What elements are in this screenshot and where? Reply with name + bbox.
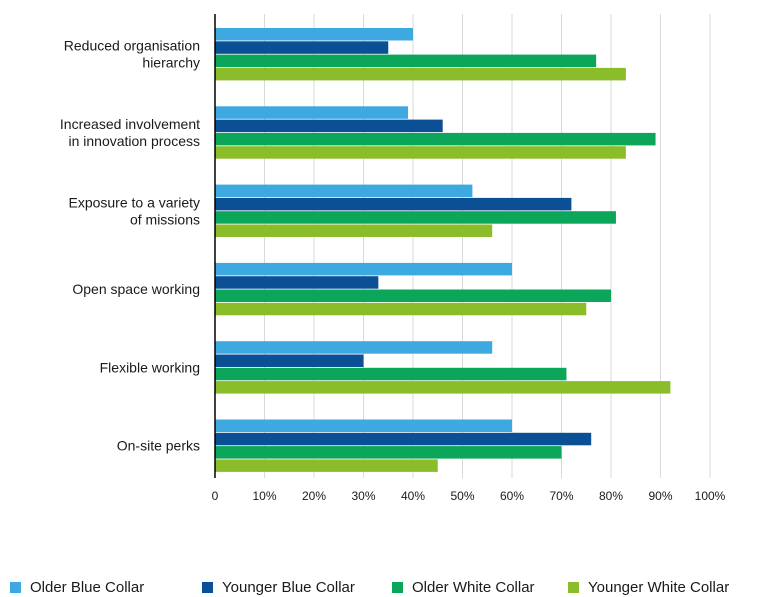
category-label: Flexible working xyxy=(100,359,200,375)
bar xyxy=(215,432,592,446)
bar xyxy=(215,341,493,354)
bar xyxy=(215,276,379,289)
category-label: Reduced organisation hierarchy xyxy=(64,38,200,71)
legend-item: Younger Blue Collar xyxy=(202,577,355,597)
bar xyxy=(215,459,438,472)
bar xyxy=(215,289,611,302)
bar xyxy=(215,184,473,198)
legend-swatch xyxy=(568,581,579,593)
bar xyxy=(215,446,562,459)
legend-label: Younger White Collar xyxy=(588,578,730,596)
legend-item: Younger White Collar xyxy=(568,577,729,597)
legend: Older Blue Collar Younger Blue Collar Olde… xyxy=(0,577,760,597)
x-tick-labels: 0 10% 20% 30% 40% 50% 60% 70% 80% 90% 100% xyxy=(212,489,726,503)
bar xyxy=(215,28,413,41)
bar xyxy=(215,302,587,316)
x-tick-label: 0 xyxy=(212,489,219,503)
bar xyxy=(215,381,671,394)
bar xyxy=(215,197,572,211)
bar xyxy=(215,354,364,367)
bar xyxy=(215,106,409,119)
bar xyxy=(215,419,512,432)
x-tick-label: 20% xyxy=(302,489,326,503)
x-tick-label: 10% xyxy=(252,489,276,503)
legend-swatch xyxy=(202,581,213,593)
legend-item: Older White Collar xyxy=(392,577,535,597)
bar xyxy=(215,146,626,159)
bar xyxy=(215,119,443,133)
legend-label: Older White Collar xyxy=(412,578,535,596)
bar xyxy=(215,41,389,54)
bar xyxy=(215,132,656,146)
x-tick-label: 70% xyxy=(549,489,573,503)
bar xyxy=(215,54,597,68)
x-tick-label: 90% xyxy=(648,489,672,503)
legend-swatch xyxy=(10,581,21,593)
legend-label: Older Blue Collar xyxy=(30,578,145,596)
legend-label: Younger Blue Collar xyxy=(222,578,355,596)
bar xyxy=(215,211,616,224)
gridlines xyxy=(264,14,711,478)
bar xyxy=(215,67,626,81)
x-tick-label: 50% xyxy=(450,489,474,503)
bars xyxy=(215,28,671,472)
bar-chart: Reduced organisation hierarchy Increased i… xyxy=(60,14,726,503)
bar xyxy=(215,224,493,237)
bar xyxy=(215,367,567,381)
category-label: Increased involvement in innovation proce… xyxy=(60,116,200,149)
x-tick-label: 40% xyxy=(401,489,425,503)
x-tick-label: 30% xyxy=(351,489,375,503)
bar xyxy=(215,262,512,276)
legend-swatch xyxy=(392,581,403,593)
category-label: On-site perks xyxy=(117,438,200,454)
category-labels: Reduced organisation hierarchy Increased i… xyxy=(60,38,200,454)
x-tick-label: 60% xyxy=(500,489,524,503)
category-label: Exposure to a variety of missions xyxy=(68,194,200,227)
category-label: Open space working xyxy=(72,281,200,297)
x-tick-label: 100% xyxy=(695,489,726,503)
legend-item: Older Blue Collar xyxy=(10,577,144,597)
x-tick-label: 80% xyxy=(599,489,623,503)
